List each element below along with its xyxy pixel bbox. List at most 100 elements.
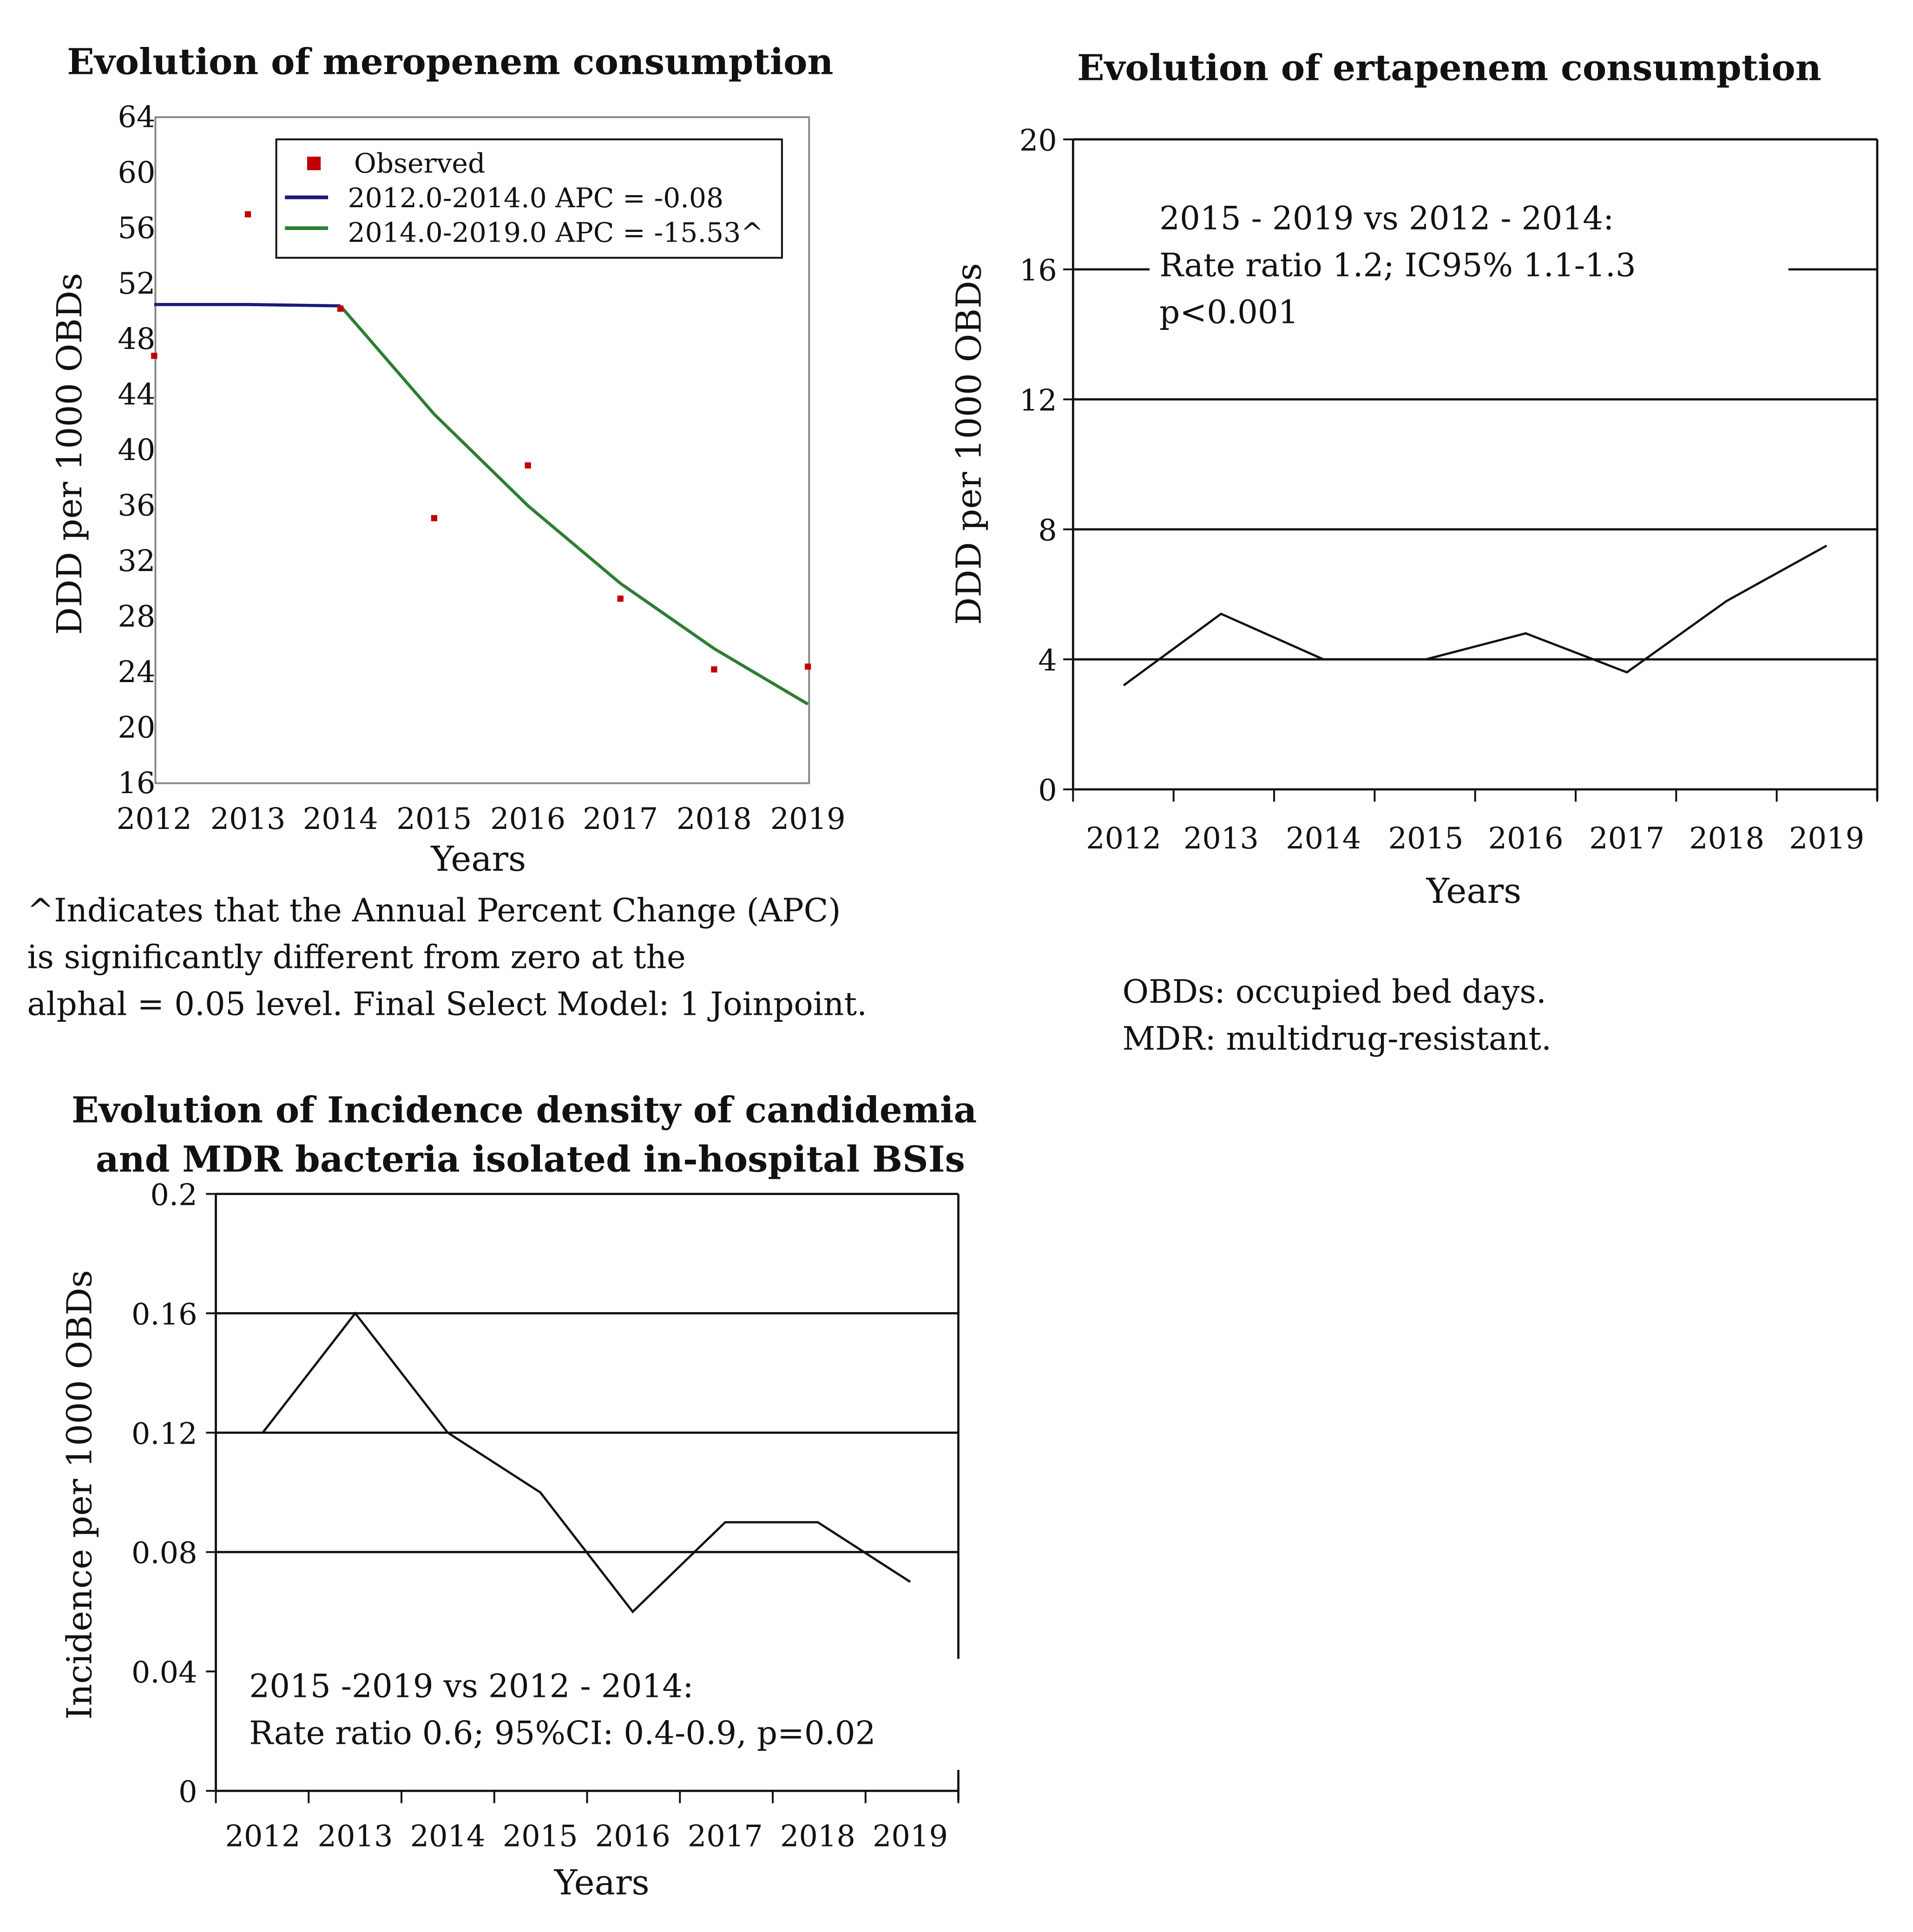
ertapenem-line bbox=[1123, 545, 1828, 686]
meropenem-x-axis-label: Years bbox=[431, 839, 526, 879]
ertapenem-axes bbox=[1072, 138, 1879, 800]
meropenem-y-tick-label: 36 bbox=[118, 489, 155, 523]
ertapenem-y-tick-label: 0 bbox=[1038, 774, 1057, 808]
ertapenem-x-ticks: 2012 2013 2014 2015 2016 2017 2018 2019 bbox=[1072, 789, 1879, 856]
candidemia-x-ticks: 2012 2013 2014 2015 2016 2017 2018 2019 bbox=[215, 1791, 960, 1854]
ertapenem-y-tick-label: 4 bbox=[1038, 644, 1057, 678]
legend-segment1-label: 2012.0-2014.0 APC = -0.08 bbox=[348, 182, 724, 214]
candidemia-x-tick-label: 2018 bbox=[780, 1820, 855, 1854]
meropenem-y-tick-label: 52 bbox=[118, 267, 155, 301]
meropenem-chart: Evolution of meropenem consumption 16 20 2… bbox=[27, 41, 867, 1023]
ertapenem-annotation-line-3: p<0.001 bbox=[1159, 294, 1299, 331]
meropenem-segment2-line bbox=[339, 305, 809, 706]
candidemia-line bbox=[262, 1311, 911, 1614]
candidemia-annotation-line-1: 2015 -2019 vs 2012 - 2014: bbox=[249, 1668, 693, 1705]
meropenem-observed-point bbox=[244, 211, 251, 217]
ertapenem-y-axis-label: DDD per 1000 OBDs bbox=[948, 263, 989, 625]
ertapenem-y-tick-label: 12 bbox=[1019, 383, 1057, 418]
abbreviation-mdr: MDR: multidrug-resistant. bbox=[1123, 1020, 1552, 1058]
ertapenem-x-tick-label: 2014 bbox=[1286, 821, 1361, 856]
meropenem-y-tick-label: 24 bbox=[118, 655, 155, 690]
candidemia-chart: Evolution of Incidence density of candid… bbox=[59, 1090, 977, 1903]
candidemia-annotation-line-2: Rate ratio 0.6; 95%CI: 0.4-0.9, p=0.02 bbox=[249, 1715, 875, 1752]
meropenem-observed-point bbox=[805, 664, 811, 670]
ertapenem-x-tick-label: 2018 bbox=[1689, 821, 1764, 856]
meropenem-observed-point bbox=[431, 515, 437, 521]
meropenem-footnote-line-1: ^Indicates that the Annual Percent Chang… bbox=[27, 892, 841, 929]
legend-observed-label: Observed bbox=[354, 148, 486, 179]
meropenem-footnote-line-2: is significantly different from zero at … bbox=[27, 939, 685, 976]
ertapenem-y-ticks: 0 4 8 12 16 20 bbox=[1019, 124, 1073, 808]
candidemia-x-tick-label: 2014 bbox=[410, 1820, 486, 1854]
meropenem-x-tick-label: 2014 bbox=[303, 802, 378, 836]
meropenem-y-tick-label: 16 bbox=[118, 766, 155, 801]
meropenem-y-tick-label: 64 bbox=[118, 100, 155, 134]
ertapenem-x-tick-label: 2012 bbox=[1086, 821, 1161, 856]
ertapenem-series bbox=[1123, 545, 1828, 686]
ertapenem-chart: Evolution of ertapenem consumption 0 4 8 12… bbox=[948, 47, 1879, 1058]
ertapenem-x-tick-label: 2019 bbox=[1789, 821, 1864, 856]
candidemia-x-tick-label: 2015 bbox=[503, 1820, 578, 1854]
meropenem-observed-point bbox=[525, 462, 531, 469]
candidemia-y-axis-label: Incidence per 1000 OBDs bbox=[59, 1270, 99, 1720]
legend-box bbox=[275, 138, 783, 259]
ertapenem-x-tick-label: 2015 bbox=[1388, 821, 1463, 856]
meropenem-observed-points bbox=[151, 211, 811, 673]
ertapenem-annotation-line-2: Rate ratio 1.2; IC95% 1.1-1.3 bbox=[1159, 247, 1636, 284]
candidemia-x-tick-label: 2019 bbox=[873, 1820, 948, 1854]
ertapenem-x-tick-label: 2017 bbox=[1589, 821, 1664, 856]
candidemia-x-tick-label: 2016 bbox=[595, 1820, 671, 1854]
ertapenem-y-tick-label: 16 bbox=[1019, 254, 1057, 288]
meropenem-title: Evolution of meropenem consumption bbox=[67, 41, 833, 83]
ertapenem-x-tick-label: 2013 bbox=[1183, 821, 1259, 856]
ertapenem-y-tick-label: 20 bbox=[1019, 124, 1057, 158]
meropenem-x-tick-label: 2018 bbox=[677, 802, 752, 836]
meropenem-y-tick-label: 60 bbox=[118, 156, 155, 190]
candidemia-series bbox=[262, 1311, 911, 1614]
ertapenem-x-tick-label: 2016 bbox=[1488, 821, 1563, 856]
meropenem-y-tick-label: 40 bbox=[118, 433, 155, 467]
meropenem-observed-point bbox=[711, 666, 717, 673]
abbreviation-obds: OBDs: occupied bed days. bbox=[1123, 973, 1546, 1011]
meropenem-x-tick-label: 2019 bbox=[770, 802, 846, 836]
meropenem-y-tick-label: 44 bbox=[118, 378, 155, 412]
candidemia-y-tick-label: 0.16 bbox=[131, 1297, 197, 1332]
ertapenem-annotation-bg bbox=[1149, 185, 1788, 339]
ertapenem-x-axis-label: Years bbox=[1426, 871, 1522, 911]
candidemia-y-tick-label: 0.04 bbox=[131, 1656, 197, 1690]
candidemia-y-ticks: 0 0.04 0.08 0.12 0.16 0.2 bbox=[131, 1178, 216, 1809]
candidemia-x-axis-label: Years bbox=[554, 1862, 650, 1903]
meropenem-legend: Observed 2012.0-2014.0 APC = -0.08 2014.… bbox=[275, 138, 783, 259]
meropenem-observed-point bbox=[151, 353, 158, 359]
candidemia-y-tick-label: 0.08 bbox=[131, 1536, 197, 1571]
meropenem-y-tick-label: 48 bbox=[118, 322, 155, 356]
meropenem-observed-point bbox=[337, 305, 344, 312]
candidemia-y-tick-label: 0 bbox=[178, 1775, 197, 1809]
ertapenem-title: Evolution of ertapenem consumption bbox=[1077, 47, 1821, 89]
meropenem-x-tick-label: 2017 bbox=[583, 802, 658, 836]
meropenem-x-tick-label: 2012 bbox=[117, 802, 192, 836]
candidemia-x-tick-label: 2017 bbox=[688, 1820, 763, 1854]
candidemia-y-tick-label: 0.2 bbox=[150, 1178, 197, 1212]
meropenem-y-tick-label: 20 bbox=[118, 710, 155, 745]
candidemia-x-tick-label: 2013 bbox=[317, 1820, 393, 1854]
meropenem-fit-lines bbox=[154, 303, 809, 706]
meropenem-y-ticks: 16 20 24 28 32 36 40 44 48 52 56 60 64 bbox=[118, 100, 155, 800]
candidemia-title-line-1: Evolution of Incidence density of candid… bbox=[72, 1090, 977, 1131]
ertapenem-annotation-line-1: 2015 - 2019 vs 2012 - 2014: bbox=[1159, 200, 1614, 237]
candidemia-annotation-bg bbox=[234, 1659, 960, 1770]
meropenem-segment1-line bbox=[154, 303, 341, 308]
meropenem-y-axis-label: DDD per 1000 OBDs bbox=[49, 273, 90, 635]
candidemia-title-line-2: and MDR bacteria isolated in-hospital BS… bbox=[96, 1139, 965, 1181]
meropenem-y-tick-label: 56 bbox=[118, 211, 155, 245]
meropenem-x-tick-label: 2013 bbox=[210, 802, 285, 836]
meropenem-y-tick-label: 28 bbox=[118, 599, 155, 634]
meropenem-observed-point bbox=[617, 595, 624, 602]
meropenem-y-tick-label: 32 bbox=[118, 544, 155, 578]
meropenem-x-ticks: 2012 2013 2014 2015 2016 2017 2018 2019 bbox=[117, 802, 846, 836]
ertapenem-y-tick-label: 8 bbox=[1038, 513, 1057, 548]
meropenem-x-tick-label: 2016 bbox=[490, 802, 565, 836]
legend-segment2-label: 2014.0-2019.0 APC = -15.53^ bbox=[348, 217, 764, 248]
candidemia-x-tick-label: 2012 bbox=[225, 1820, 300, 1854]
